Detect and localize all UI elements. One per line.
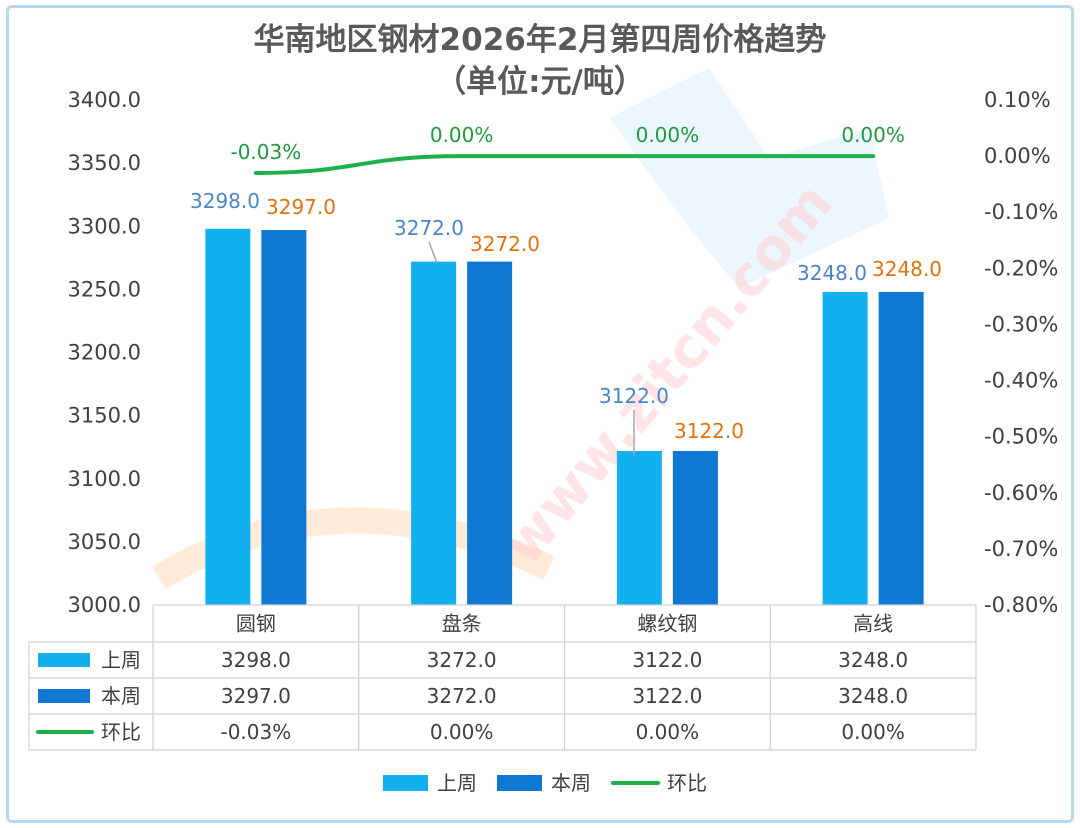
- data-label-this-week: 3297.0: [266, 195, 336, 219]
- left-axis-tick-label: 3150.0: [68, 404, 141, 428]
- data-label-prev-week: 3248.0: [797, 261, 867, 285]
- bars: [205, 228, 924, 605]
- table-header-category: 螺纹钢: [637, 612, 697, 636]
- leader-line: [428, 241, 438, 264]
- left-axis-tick-label: 3350.0: [68, 151, 141, 175]
- data-label-prev-week: 3272.0: [394, 216, 464, 240]
- ratio-line: [253, 154, 876, 175]
- table-header-category: 圆钢: [236, 612, 276, 636]
- data-label-ratio: 0.00%: [636, 123, 700, 147]
- table-row-series-name: 环比: [101, 720, 141, 744]
- bar-prev-week: [822, 291, 868, 605]
- right-axis-tick-label: -0.70%: [984, 537, 1058, 561]
- bar-prev-week: [616, 450, 662, 605]
- chart-svg: www.zitcn.com 华南地区钢材2026年2月第四周价格趋势 （单位:元…: [28, 22, 1058, 795]
- table-cell-value: 3248.0: [838, 684, 908, 708]
- table-cell-value: 0.00%: [841, 720, 905, 744]
- watermark-text: www.zitcn.com: [490, 171, 846, 577]
- bar-this-week: [672, 450, 718, 605]
- legend-item-label: 上周: [437, 771, 477, 795]
- legend-swatch: [497, 775, 542, 791]
- table-row-key-swatch: [38, 653, 90, 667]
- right-axis-tick-label: -0.50%: [984, 425, 1058, 449]
- legend-item-label: 环比: [667, 771, 707, 795]
- right-axis-tick-label: -0.80%: [984, 593, 1058, 617]
- bar-this-week: [261, 230, 307, 605]
- table-cell-value: 3298.0: [221, 648, 291, 672]
- data-label-ratio: 0.00%: [841, 123, 905, 147]
- table-header-category: 盘条: [442, 612, 482, 636]
- left-axis-tick-label: 3200.0: [68, 341, 141, 365]
- left-axis-tick-label: 3050.0: [68, 530, 141, 554]
- bar-prev-week: [205, 228, 251, 605]
- left-axis-tick-label: 3400.0: [68, 88, 141, 112]
- watermark-logo-shape: [609, 68, 889, 288]
- chart-subtitle: （单位:元/吨）: [435, 64, 645, 100]
- chart-frame: www.zitcn.com 华南地区钢材2026年2月第四周价格趋势 （单位:元…: [6, 5, 1074, 823]
- data-label-this-week: 3272.0: [470, 232, 540, 256]
- data-label-prev-week: 3298.0: [190, 189, 260, 213]
- leader-lines: [428, 241, 635, 456]
- left-axis: 3000.0 3050.0 3100.0 3150.0 3200.0 3250.0 3300…: [68, 88, 141, 617]
- legend-item-label: 本周: [551, 771, 591, 795]
- table-cell-value: -0.03%: [220, 720, 291, 744]
- data-label-this-week: 3122.0: [674, 419, 744, 443]
- data-label-ratio: 0.00%: [430, 123, 494, 147]
- right-axis: -0.80% -0.70% -0.60% -0.50% -0.40% -0.30% -0.2…: [984, 88, 1058, 617]
- data-label-this-week: 3248.0: [872, 257, 942, 281]
- bar-this-week: [467, 261, 513, 605]
- bar-prev-week: [411, 261, 457, 605]
- table-cell-value: 3297.0: [221, 684, 291, 708]
- right-axis-tick-label: -0.40%: [984, 369, 1058, 393]
- legend: 上周 本周 环比: [383, 771, 707, 795]
- left-axis-tick-label: 3100.0: [68, 467, 141, 491]
- table-row-series-name: 上周: [101, 648, 141, 672]
- bar-this-week: [878, 291, 924, 605]
- right-axis-tick-label: 0.00%: [984, 144, 1051, 168]
- legend-swatch: [383, 775, 428, 791]
- table-cell-value: 3122.0: [632, 648, 702, 672]
- right-axis-tick-label: 0.10%: [984, 88, 1051, 112]
- right-axis-tick-label: -0.20%: [984, 256, 1058, 280]
- table-cell-value: 3122.0: [632, 684, 702, 708]
- left-axis-tick-label: 3300.0: [68, 214, 141, 238]
- table-cell-value: 3272.0: [427, 648, 497, 672]
- table-row-key-swatch: [38, 689, 90, 703]
- table-row-series-name: 本周: [101, 684, 141, 708]
- right-axis-tick-label: -0.10%: [984, 200, 1058, 224]
- table-cell-value: 3248.0: [838, 648, 908, 672]
- left-axis-tick-label: 3000.0: [68, 593, 141, 617]
- table-cell-value: 0.00%: [430, 720, 494, 744]
- table-cell-value: 3272.0: [427, 684, 497, 708]
- table-cell-value: 0.00%: [636, 720, 700, 744]
- data-label-ratio: -0.03%: [230, 140, 301, 164]
- chart-title: 华南地区钢材2026年2月第四周价格趋势: [254, 22, 827, 58]
- ratio-series-line: [253, 154, 876, 175]
- left-axis-tick-label: 3250.0: [68, 277, 141, 301]
- data-labels: 3298.0 3272.0 3122.0 3248.0 3297.0 3272.0 3122…: [190, 123, 942, 443]
- right-axis-tick-label: -0.60%: [984, 481, 1058, 505]
- table-header-category: 高线: [853, 612, 893, 636]
- right-axis-tick-label: -0.30%: [984, 312, 1058, 336]
- data-label-prev-week: 3122.0: [599, 384, 669, 408]
